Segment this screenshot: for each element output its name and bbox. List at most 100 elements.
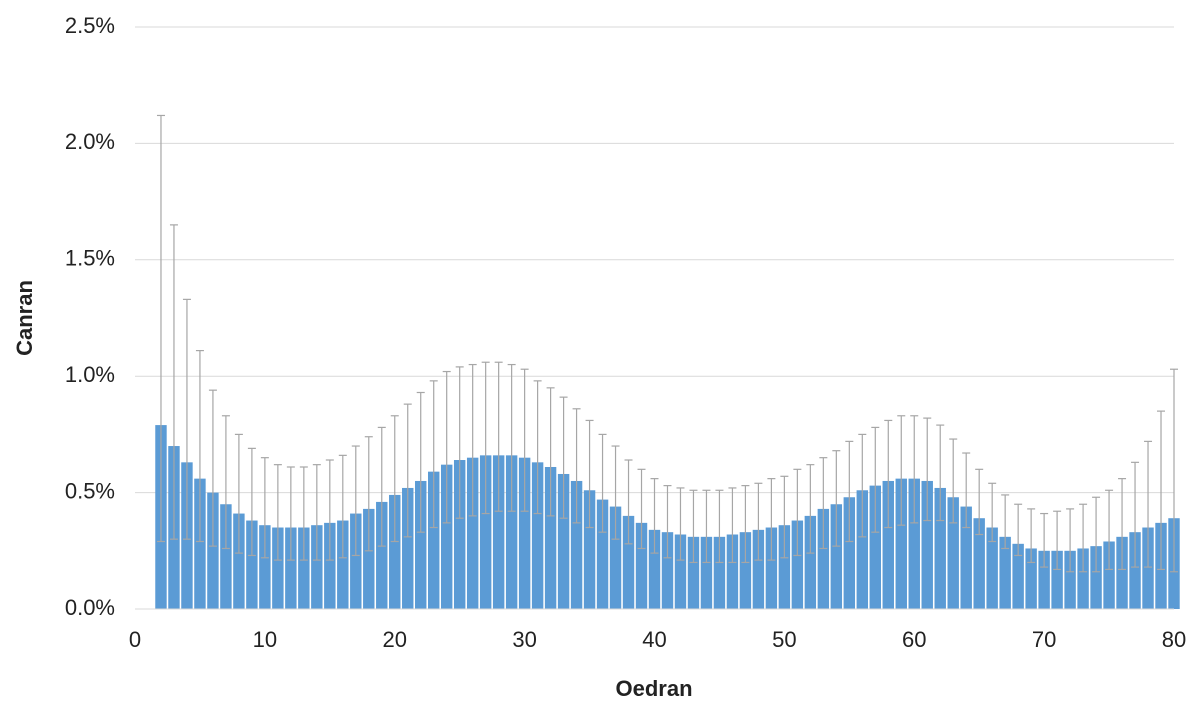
bar (324, 522, 336, 609)
bar (622, 515, 635, 609)
error-bar (442, 370, 451, 524)
error-bar (351, 445, 360, 557)
bar (220, 504, 232, 609)
bar (1038, 550, 1050, 609)
error-bar (429, 380, 438, 529)
y-tick-label: 2.5% (65, 13, 115, 38)
bar (389, 494, 401, 609)
x-tick-label: 80 (1162, 627, 1186, 652)
bar (609, 506, 622, 609)
error-bar (247, 447, 256, 557)
bar (363, 508, 375, 609)
error-bar (299, 466, 308, 561)
bar (726, 534, 739, 609)
bar (713, 536, 726, 609)
bar (402, 487, 414, 609)
error-bar (741, 485, 750, 564)
bar (791, 520, 804, 609)
bar (311, 525, 323, 609)
bar (246, 520, 258, 609)
error-bar (416, 391, 425, 533)
error-bar (975, 468, 984, 536)
bar (298, 527, 310, 609)
bar (337, 520, 349, 609)
x-tick-label: 70 (1032, 627, 1056, 652)
bar (531, 462, 544, 609)
error-bar (858, 433, 867, 538)
bar (752, 529, 765, 609)
error-bar (676, 487, 685, 561)
bar (427, 471, 440, 609)
bar (700, 536, 713, 609)
error-bar (260, 457, 269, 559)
error-bar (910, 415, 919, 524)
error-bar (819, 457, 828, 550)
error-bar (585, 419, 594, 529)
bar (453, 460, 466, 609)
error-bar (1118, 478, 1127, 571)
error-bar (806, 464, 815, 554)
error-bar (663, 485, 672, 559)
bar (570, 480, 583, 609)
error-bar (1105, 489, 1114, 571)
error-bar (312, 464, 321, 561)
error-bar (572, 408, 581, 524)
x-tick-label: 30 (512, 627, 536, 652)
bar (466, 457, 479, 609)
bar (1129, 532, 1141, 609)
bar (440, 464, 453, 609)
y-tick-label: 0.5% (65, 478, 115, 503)
y-tick-label: 1.0% (65, 362, 115, 387)
error-bar (520, 368, 529, 512)
bar (1025, 548, 1037, 609)
error-bar (1157, 410, 1166, 571)
y-tick-label: 0.0% (65, 595, 115, 620)
bar (1051, 550, 1063, 609)
error-bar (195, 349, 204, 543)
bar (973, 518, 985, 609)
error-bar (494, 361, 503, 512)
error-bar (169, 224, 178, 540)
bar (1012, 543, 1024, 609)
error-bar (845, 440, 854, 543)
error-bar (455, 366, 464, 519)
bar (518, 457, 531, 609)
error-bar (598, 433, 607, 533)
bar (999, 536, 1011, 609)
bar (765, 527, 778, 609)
x-tick-label: 60 (902, 627, 926, 652)
x-tick-label: 10 (253, 627, 277, 652)
error-bar (871, 426, 880, 533)
error-bar (364, 436, 373, 552)
bar (856, 490, 869, 609)
bar (934, 487, 946, 609)
error-bar (897, 415, 906, 526)
bar (908, 478, 920, 609)
bar (947, 497, 959, 609)
error-bar (1131, 461, 1140, 568)
bar (557, 473, 570, 609)
bar (661, 532, 674, 609)
error-bar (156, 114, 165, 543)
bar (259, 525, 271, 609)
error-bar (1014, 503, 1023, 557)
y-tick-label: 2.0% (65, 129, 115, 154)
error-bar (221, 415, 230, 550)
y-tick-label: 1.5% (65, 246, 115, 271)
error-bar (325, 459, 334, 561)
error-bar (390, 415, 399, 543)
error-bar (793, 468, 802, 557)
error-bar (1001, 494, 1010, 550)
error-bar (481, 361, 490, 515)
error-bar (988, 482, 997, 543)
bar (350, 513, 362, 609)
bar (272, 527, 284, 609)
bar (817, 508, 830, 609)
x-tick-label: 50 (772, 627, 796, 652)
bar (986, 527, 998, 609)
error-bar (546, 387, 555, 517)
bar (869, 485, 882, 609)
error-bar (208, 389, 217, 547)
error-bar (1066, 508, 1075, 573)
bar (674, 534, 687, 609)
